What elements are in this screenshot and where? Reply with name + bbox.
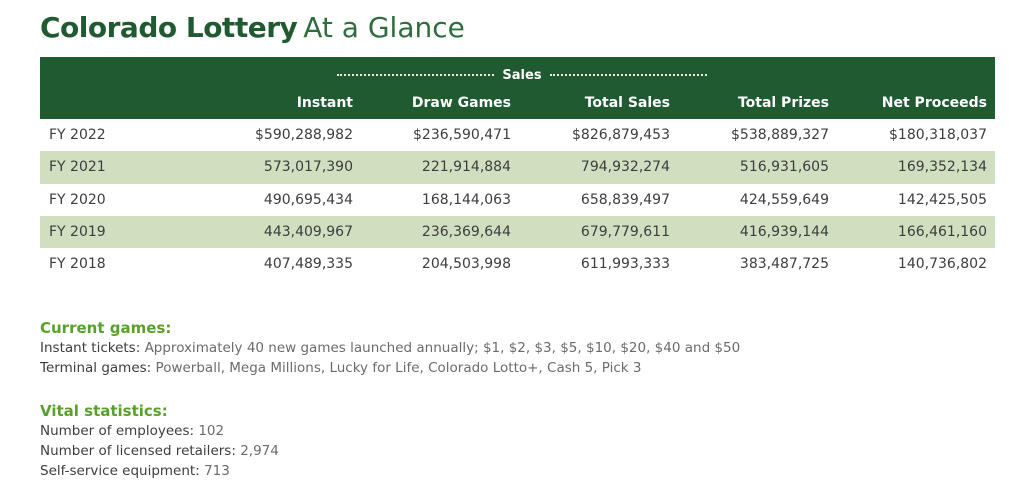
column-header-draw-games: Draw Games	[411, 95, 511, 111]
instant-tickets-line: Instant tickets: Approximately 40 new ga…	[40, 338, 740, 358]
cell-total-prizes: 383,487,725	[739, 256, 829, 273]
cell-net-proceeds: 142,425,505	[897, 191, 987, 208]
cell-draw-games: 236,369,644	[421, 224, 511, 241]
cell-draw-games: 221,914,884	[421, 159, 511, 176]
instant-tickets-value: Approximately 40 new games launched annu…	[144, 340, 741, 356]
current-games-section: Current games: Instant tickets: Approxim…	[40, 318, 740, 378]
cell-instant: 407,489,335	[263, 256, 353, 273]
vital-statistics-section: Vital statistics: Number of employees: 1…	[40, 401, 279, 481]
row-label: FY 2022	[49, 127, 106, 144]
dotted-divider-right	[549, 74, 707, 76]
row-label: FY 2021	[49, 159, 106, 176]
column-header-total-prizes: Total Prizes	[737, 95, 829, 111]
row-label: FY 2020	[49, 191, 106, 208]
cell-draw-games: 168,144,063	[421, 191, 511, 208]
sales-group-text: Sales	[502, 67, 542, 83]
cell-net-proceeds: 169,352,134	[897, 159, 987, 176]
cell-draw-games: $236,590,471	[413, 127, 511, 144]
sales-table: Sales Instant Draw Games Total Sales Tot…	[40, 57, 995, 280]
page-title-light: At a Glance	[303, 11, 465, 44]
instant-tickets-label: Instant tickets:	[40, 340, 141, 356]
equipment-value: 713	[204, 463, 230, 479]
cell-net-proceeds: $180,318,037	[889, 127, 987, 144]
cell-instant: 573,017,390	[263, 159, 353, 176]
column-header-total-sales: Total Sales	[584, 95, 670, 111]
page-title-bold: Colorado Lottery	[40, 11, 298, 44]
retailers-label: Number of licensed retailers:	[40, 443, 236, 459]
cell-total-sales: 611,993,333	[580, 256, 670, 273]
table-row: FY 2018 407,489,335 204,503,998 611,993,…	[40, 248, 995, 280]
cell-instant: 443,409,967	[263, 224, 353, 241]
cell-instant: $590,288,982	[255, 127, 353, 144]
cell-total-sales: $826,879,453	[572, 127, 670, 144]
column-header-row: Instant Draw Games Total Sales Total Pri…	[40, 95, 995, 115]
cell-total-sales: 658,839,497	[580, 191, 670, 208]
table-row: FY 2019 443,409,967 236,369,644 679,779,…	[40, 215, 995, 249]
dotted-divider-left	[337, 74, 495, 76]
page-title: Colorado Lottery At a Glance	[40, 8, 465, 48]
equipment-line: Self-service equipment: 713	[40, 461, 279, 481]
retailers-line: Number of licensed retailers: 2,974	[40, 441, 279, 461]
table-header: Sales Instant Draw Games Total Sales Tot…	[40, 57, 995, 119]
table-row: FY 2021 573,017,390 221,914,884 794,932,…	[40, 151, 995, 184]
cell-total-prizes: $538,889,327	[731, 127, 829, 144]
row-label: FY 2019	[49, 224, 106, 241]
cell-draw-games: 204,503,998	[421, 256, 511, 273]
equipment-label: Self-service equipment:	[40, 463, 200, 479]
terminal-games-line: Terminal games: Powerball, Mega Millions…	[40, 358, 740, 378]
cell-total-sales: 794,932,274	[580, 159, 670, 176]
employees-value: 102	[198, 423, 225, 439]
cell-net-proceeds: 166,461,160	[897, 224, 987, 241]
cell-total-sales: 679,779,611	[580, 224, 670, 241]
employees-label: Number of employees:	[40, 423, 195, 439]
terminal-games-label: Terminal games:	[40, 360, 152, 376]
sales-group-label: Sales	[337, 66, 707, 84]
cell-total-prizes: 516,931,605	[739, 159, 829, 176]
employees-line: Number of employees: 102	[40, 421, 279, 441]
table-row: FY 2020 490,695,434 168,144,063 658,839,…	[40, 184, 995, 216]
table-row: FY 2022 $590,288,982 $236,590,471 $826,8…	[40, 119, 995, 151]
cell-total-prizes: 416,939,144	[739, 224, 829, 241]
terminal-games-value: Powerball, Mega Millions, Lucky for Life…	[155, 360, 642, 376]
row-label: FY 2018	[49, 256, 106, 273]
retailers-value: 2,974	[240, 443, 279, 459]
column-header-instant: Instant	[296, 95, 353, 111]
current-games-heading: Current games:	[40, 319, 172, 337]
vital-statistics-heading: Vital statistics:	[40, 402, 168, 420]
cell-total-prizes: 424,559,649	[739, 191, 829, 208]
cell-net-proceeds: 140,736,802	[897, 256, 987, 273]
column-header-net-proceeds: Net Proceeds	[881, 95, 987, 111]
cell-instant: 490,695,434	[263, 191, 353, 208]
